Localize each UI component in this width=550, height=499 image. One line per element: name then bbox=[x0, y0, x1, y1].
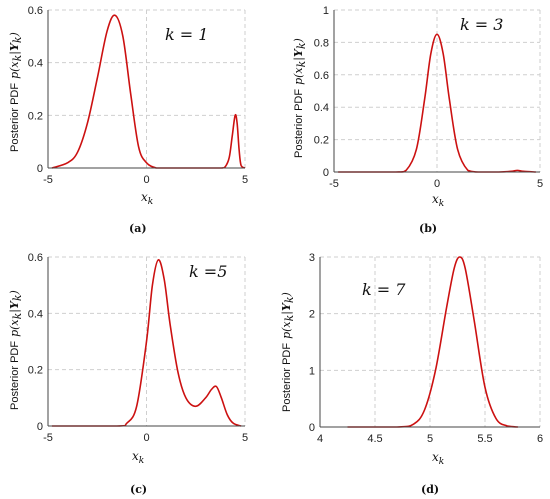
panel-c-xtick-label-1: 0 bbox=[143, 432, 149, 444]
panel-c-xlabel: xk bbox=[132, 449, 144, 466]
panel-c-annotation: k =5 bbox=[189, 262, 227, 281]
panel-b-ytick-label-4: 0.8 bbox=[314, 37, 329, 49]
panel-d: 4 4.5 5 5.5 6 0 1 2 3 k = 7 Posterior PDFp(xk|Yk… bbox=[280, 252, 543, 496]
panel-a-pdf-curve bbox=[51, 14, 246, 169]
panel-a-xtick-label-0: -5 bbox=[43, 174, 53, 186]
panel-a-xlabel: xk bbox=[141, 190, 153, 207]
panel-d-xtick-label-3: 5.5 bbox=[477, 433, 492, 445]
panel-b-caption: (b) bbox=[419, 222, 437, 235]
panel-d-ytick-label-3: 3 bbox=[309, 252, 315, 264]
panel-a-ylabel: Posterior PDFp(xk|Yk) bbox=[8, 32, 24, 152]
panel-c-xtick-label-0: -5 bbox=[43, 432, 53, 444]
panel-b-curve-layer bbox=[338, 33, 536, 173]
panel-d-caption: (d) bbox=[421, 483, 439, 496]
panel-d-curve-layer bbox=[347, 256, 519, 428]
panel-c: -5 0 500.20.40.6 k =5 Posterior PDFp(xk|Yk… bbox=[8, 252, 248, 496]
panel-d-xtick-label-0: 4 bbox=[317, 433, 323, 445]
panel-b-annotation: k = 3 bbox=[460, 15, 503, 34]
panel-c-xtick-label-2: 5 bbox=[242, 432, 248, 444]
panel-b-xtick-label-2: 5 bbox=[537, 178, 543, 190]
panel-a: -5 0 500.20.40.6 k = 1 Posterior PDFp(xk|Y… bbox=[8, 5, 248, 235]
panel-c-curve-layer bbox=[51, 259, 242, 427]
panel-b-xtick-label-0: -5 bbox=[329, 178, 339, 190]
panel-c-caption: (c) bbox=[130, 483, 147, 496]
panel-a-grid bbox=[47, 9, 246, 169]
panel-d-ytick-label-0: 0 bbox=[309, 422, 315, 434]
panel-b-ytick-label-1: 0.2 bbox=[314, 135, 329, 147]
panel-a-xtick-label-2: 5 bbox=[242, 174, 248, 186]
panel-d-xtick-label-4: 6 bbox=[537, 433, 543, 445]
panel-b-ylabel: Posterior PDFp(xk|Yk) bbox=[292, 38, 308, 158]
panel-c-ylabel: Posterior PDFp(xk|Yk) bbox=[8, 290, 24, 410]
panel-b-xtick-label-1: 0 bbox=[434, 178, 440, 190]
panel-a-xtick-label-1: 0 bbox=[143, 174, 149, 186]
panel-a-annotation: k = 1 bbox=[165, 25, 208, 44]
panel-c-ytick-label-1: 0.2 bbox=[28, 365, 43, 377]
panel-d-grid bbox=[319, 256, 541, 428]
panel-d-axes: 4 4.5 5 5.5 6 0 1 2 3 bbox=[309, 252, 543, 445]
panel-b-ytick-label-0: 0 bbox=[323, 167, 329, 179]
panel-c-pdf-curve bbox=[51, 259, 242, 427]
panel-a-axes: -5 0 500.20.40.6 bbox=[28, 5, 248, 186]
panel-a-caption: (a) bbox=[129, 222, 147, 235]
panel-a-ytick-label-2: 0.4 bbox=[28, 58, 43, 70]
panel-b-ytick-label-3: 0.6 bbox=[314, 70, 329, 82]
panel-b-ytick-label-2: 0.4 bbox=[314, 102, 329, 114]
panel-b-ytick-label-5: 1 bbox=[323, 5, 329, 17]
panel-a-ytick-label-1: 0.2 bbox=[28, 110, 43, 122]
panel-d-annotation: k = 7 bbox=[362, 280, 406, 299]
panel-b-xlabel: xk bbox=[432, 192, 444, 209]
panel-a-ytick-label-0: 0 bbox=[37, 163, 43, 175]
panel-a-curve-layer bbox=[51, 14, 246, 169]
panel-d-pdf-curve bbox=[347, 256, 519, 428]
panel-c-ytick-label-0: 0 bbox=[37, 421, 43, 433]
panel-d-xtick-label-2: 5 bbox=[427, 433, 433, 445]
panel-a-ytick-label-3: 0.6 bbox=[28, 5, 43, 17]
panel-b-axes: -5 0 500.20.40.60.81 bbox=[314, 5, 543, 190]
panel-b: -5 0 500.20.40.60.81 k = 3 Posterior PDFp(… bbox=[292, 5, 543, 235]
panel-d-xlabel: xk bbox=[432, 450, 444, 467]
panel-c-ytick-label-2: 0.4 bbox=[28, 308, 43, 320]
panel-c-axes: -5 0 500.20.40.6 bbox=[28, 252, 248, 444]
panel-d-ylabel: Posterior PDFp(xk|Yk) bbox=[280, 292, 296, 412]
panel-d-ytick-label-2: 2 bbox=[309, 309, 315, 321]
panel-d-ytick-label-1: 1 bbox=[309, 365, 315, 377]
panel-b-pdf-curve bbox=[338, 33, 536, 173]
panel-d-xtick-label-1: 4.5 bbox=[367, 433, 382, 445]
panel-c-ytick-label-3: 0.6 bbox=[28, 252, 43, 264]
